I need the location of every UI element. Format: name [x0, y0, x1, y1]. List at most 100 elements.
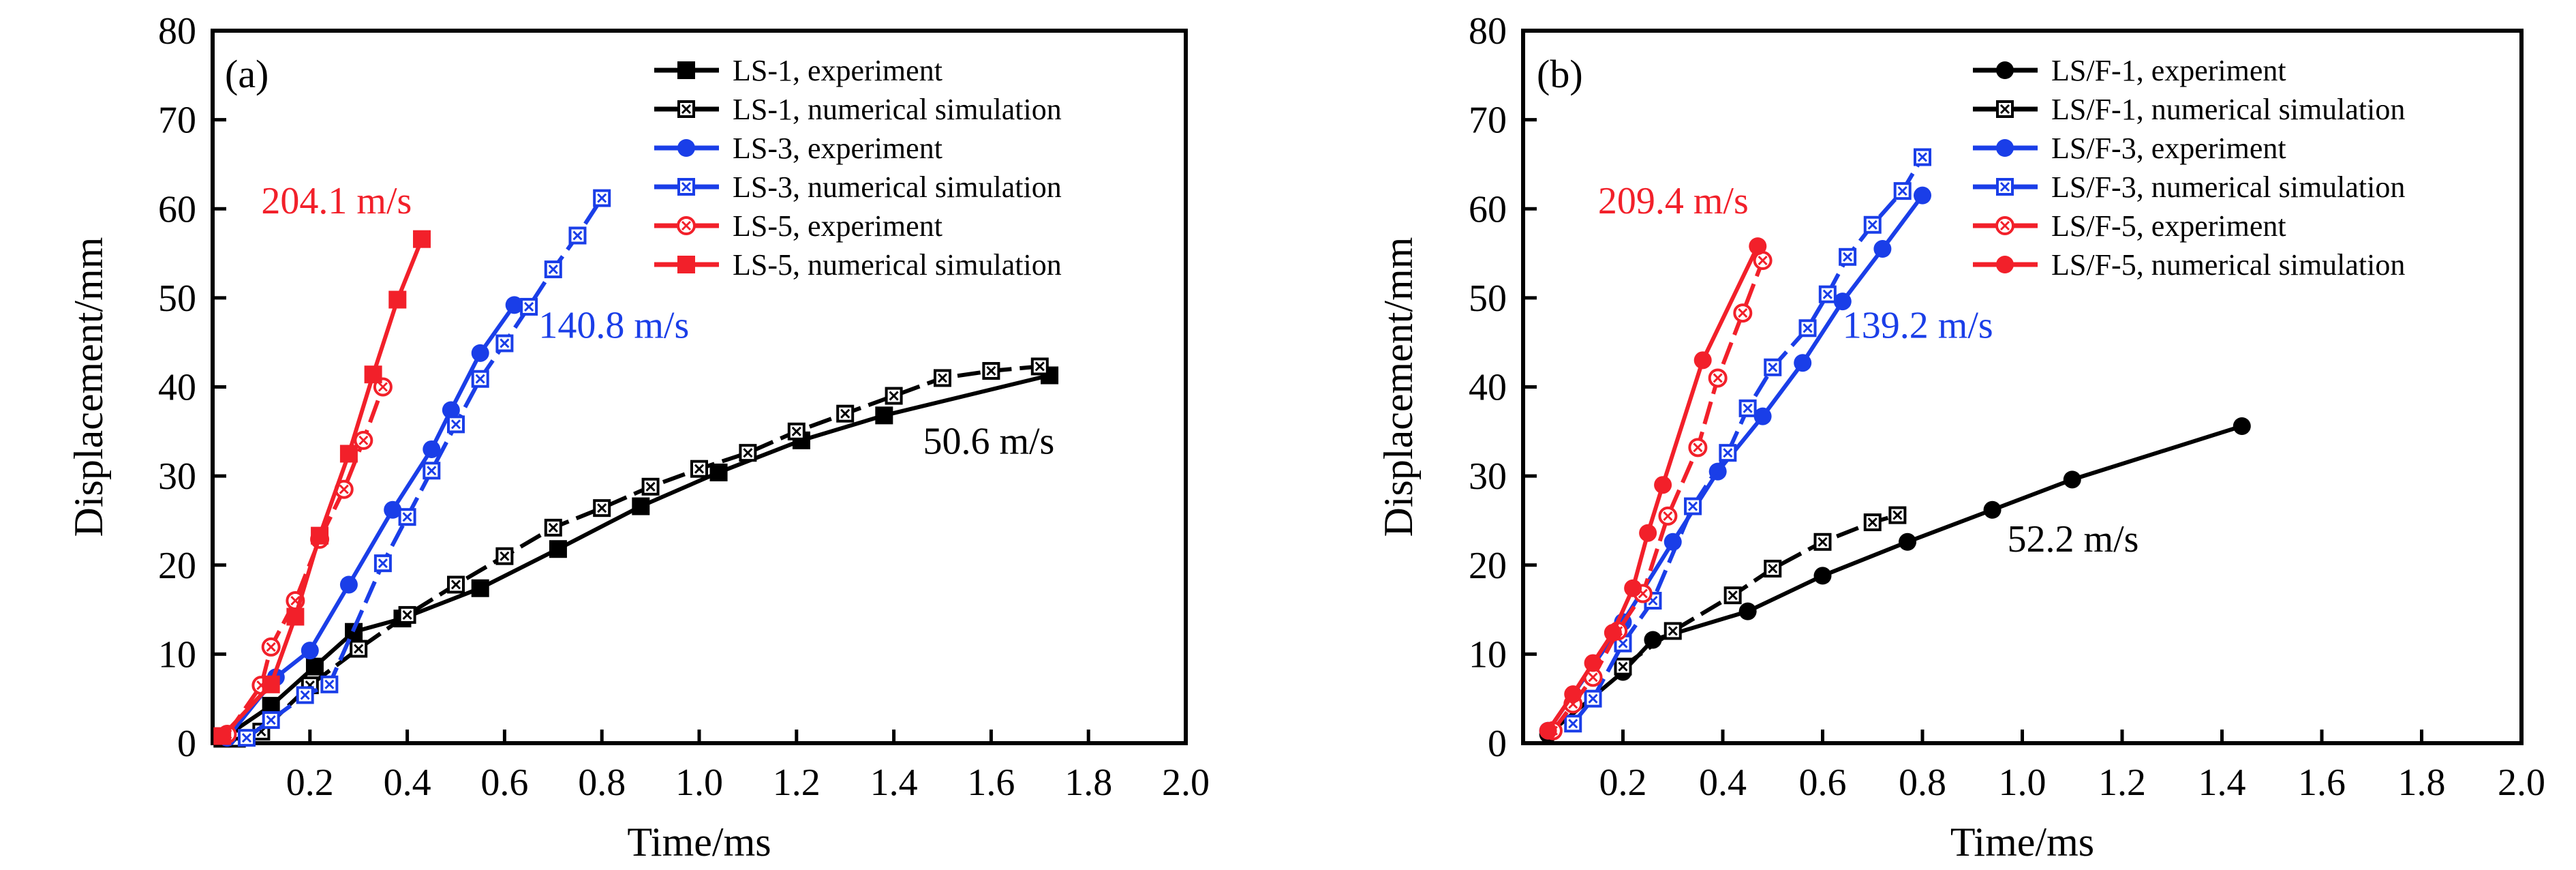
data-point-cross: [339, 484, 349, 494]
legend-marker: [1996, 61, 2014, 79]
legend-item: LS-5, experiment: [654, 209, 942, 243]
legend-label: LS-1, experiment: [733, 54, 942, 87]
data-point-cross: [1892, 510, 1903, 520]
legend-item: LS/F-5, experiment: [1973, 209, 2286, 243]
data-point: [1688, 438, 1708, 457]
data-point: [262, 711, 280, 730]
series-6: [213, 230, 431, 745]
data-point: [1639, 524, 1657, 542]
data-point-cross: [378, 382, 388, 392]
data-point: [413, 230, 431, 248]
data-point: [1749, 237, 1767, 256]
data-point-cross: [241, 733, 252, 743]
data-point-cross: [597, 193, 607, 203]
data-point: [593, 189, 611, 207]
legend-marker: [677, 256, 695, 273]
data-point-cross: [694, 464, 705, 474]
series-1: [213, 366, 1059, 748]
legend-marker-cross: [1999, 181, 2010, 192]
data-point: [1738, 602, 1757, 620]
data-point: [471, 344, 489, 362]
legend-item: LS-3, numerical simulation: [654, 170, 1062, 204]
y-tick-label: 20: [158, 545, 196, 587]
data-point-cross: [500, 338, 510, 348]
data-point: [1693, 351, 1712, 370]
data-point: [495, 547, 514, 565]
legend: LS-1, experiment LS-1, numerical simulati…: [654, 54, 1062, 282]
data-point: [471, 579, 489, 597]
legend-marker: [1996, 256, 2014, 273]
data-point: [301, 642, 319, 660]
data-point-cross: [548, 265, 558, 275]
data-point-cross: [1668, 626, 1678, 636]
y-axis-title: Displacement/mm: [1376, 237, 1421, 537]
legend-label: LS/F-5, experiment: [2051, 209, 2286, 243]
data-point: [1719, 444, 1737, 462]
data-point: [1863, 513, 1882, 532]
data-point-cross: [1822, 289, 1833, 299]
legend-label: LS/F-5, numerical simulation: [2051, 248, 2405, 282]
data-point: [495, 334, 514, 352]
data-point: [1794, 354, 1812, 372]
data-point-cross: [1728, 590, 1738, 601]
y-tick-label: 70: [158, 100, 196, 142]
data-point-cross: [1723, 448, 1733, 458]
x-tick-label: 1.8: [2398, 762, 2446, 804]
x-tick-label: 0.6: [480, 762, 528, 804]
panel-label: (a): [225, 52, 269, 96]
data-point: [1624, 579, 1642, 597]
data-point: [1723, 586, 1742, 605]
data-point: [1684, 497, 1702, 515]
data-point: [388, 290, 407, 309]
legend-marker: [677, 216, 696, 235]
x-tick-label: 0.2: [286, 762, 334, 804]
x-tick-label: 1.2: [2098, 762, 2146, 804]
data-point: [739, 444, 757, 462]
data-point: [1753, 407, 1772, 425]
data-point: [1564, 715, 1582, 733]
legend-marker-cross: [681, 181, 692, 192]
y-tick-label: 10: [1469, 633, 1507, 676]
data-point: [1663, 622, 1682, 640]
data-point: [1893, 182, 1912, 200]
data-point-cross: [324, 679, 335, 689]
data-point: [237, 729, 256, 747]
data-point-cross: [1663, 511, 1673, 521]
data-point: [544, 260, 562, 279]
y-tick-label: 50: [158, 278, 196, 320]
y-tick-label: 60: [1469, 188, 1507, 230]
data-point: [1833, 292, 1852, 311]
data-point-cross: [1687, 501, 1698, 511]
data-point: [286, 608, 305, 626]
data-point-cross: [266, 715, 276, 725]
data-point: [885, 387, 903, 405]
y-tick-label: 0: [1488, 723, 1507, 765]
legend-marker: [677, 139, 695, 157]
data-point-cross: [572, 230, 583, 241]
legend-label: LS/F-1, experiment: [2051, 54, 2286, 87]
legend-item: LS/F-1, experiment: [1973, 54, 2286, 87]
data-point-cross: [1843, 252, 1853, 262]
x-tick-label: 0.4: [1699, 762, 1747, 804]
legend-item: LS/F-1, numerical simulation: [1973, 93, 2405, 126]
data-point: [1654, 476, 1672, 494]
data-point-cross: [597, 503, 607, 513]
legend-marker-cross: [681, 104, 692, 115]
series-line: [1546, 424, 2243, 736]
data-point: [1584, 689, 1602, 708]
panel-label: (b): [1537, 52, 1583, 96]
data-point: [1818, 285, 1837, 303]
data-point: [311, 526, 329, 545]
data-point: [505, 296, 523, 314]
data-point: [568, 226, 587, 245]
y-tick-label: 70: [1469, 100, 1507, 142]
data-point-cross: [1588, 693, 1598, 704]
data-point: [471, 370, 489, 388]
data-point: [1614, 657, 1632, 676]
x-tick-label: 0.8: [578, 762, 626, 804]
data-point: [690, 460, 708, 478]
data-point: [1764, 559, 1782, 578]
data-point: [1863, 215, 1882, 234]
legend-item: LS/F-3, numerical simulation: [1973, 170, 2405, 204]
